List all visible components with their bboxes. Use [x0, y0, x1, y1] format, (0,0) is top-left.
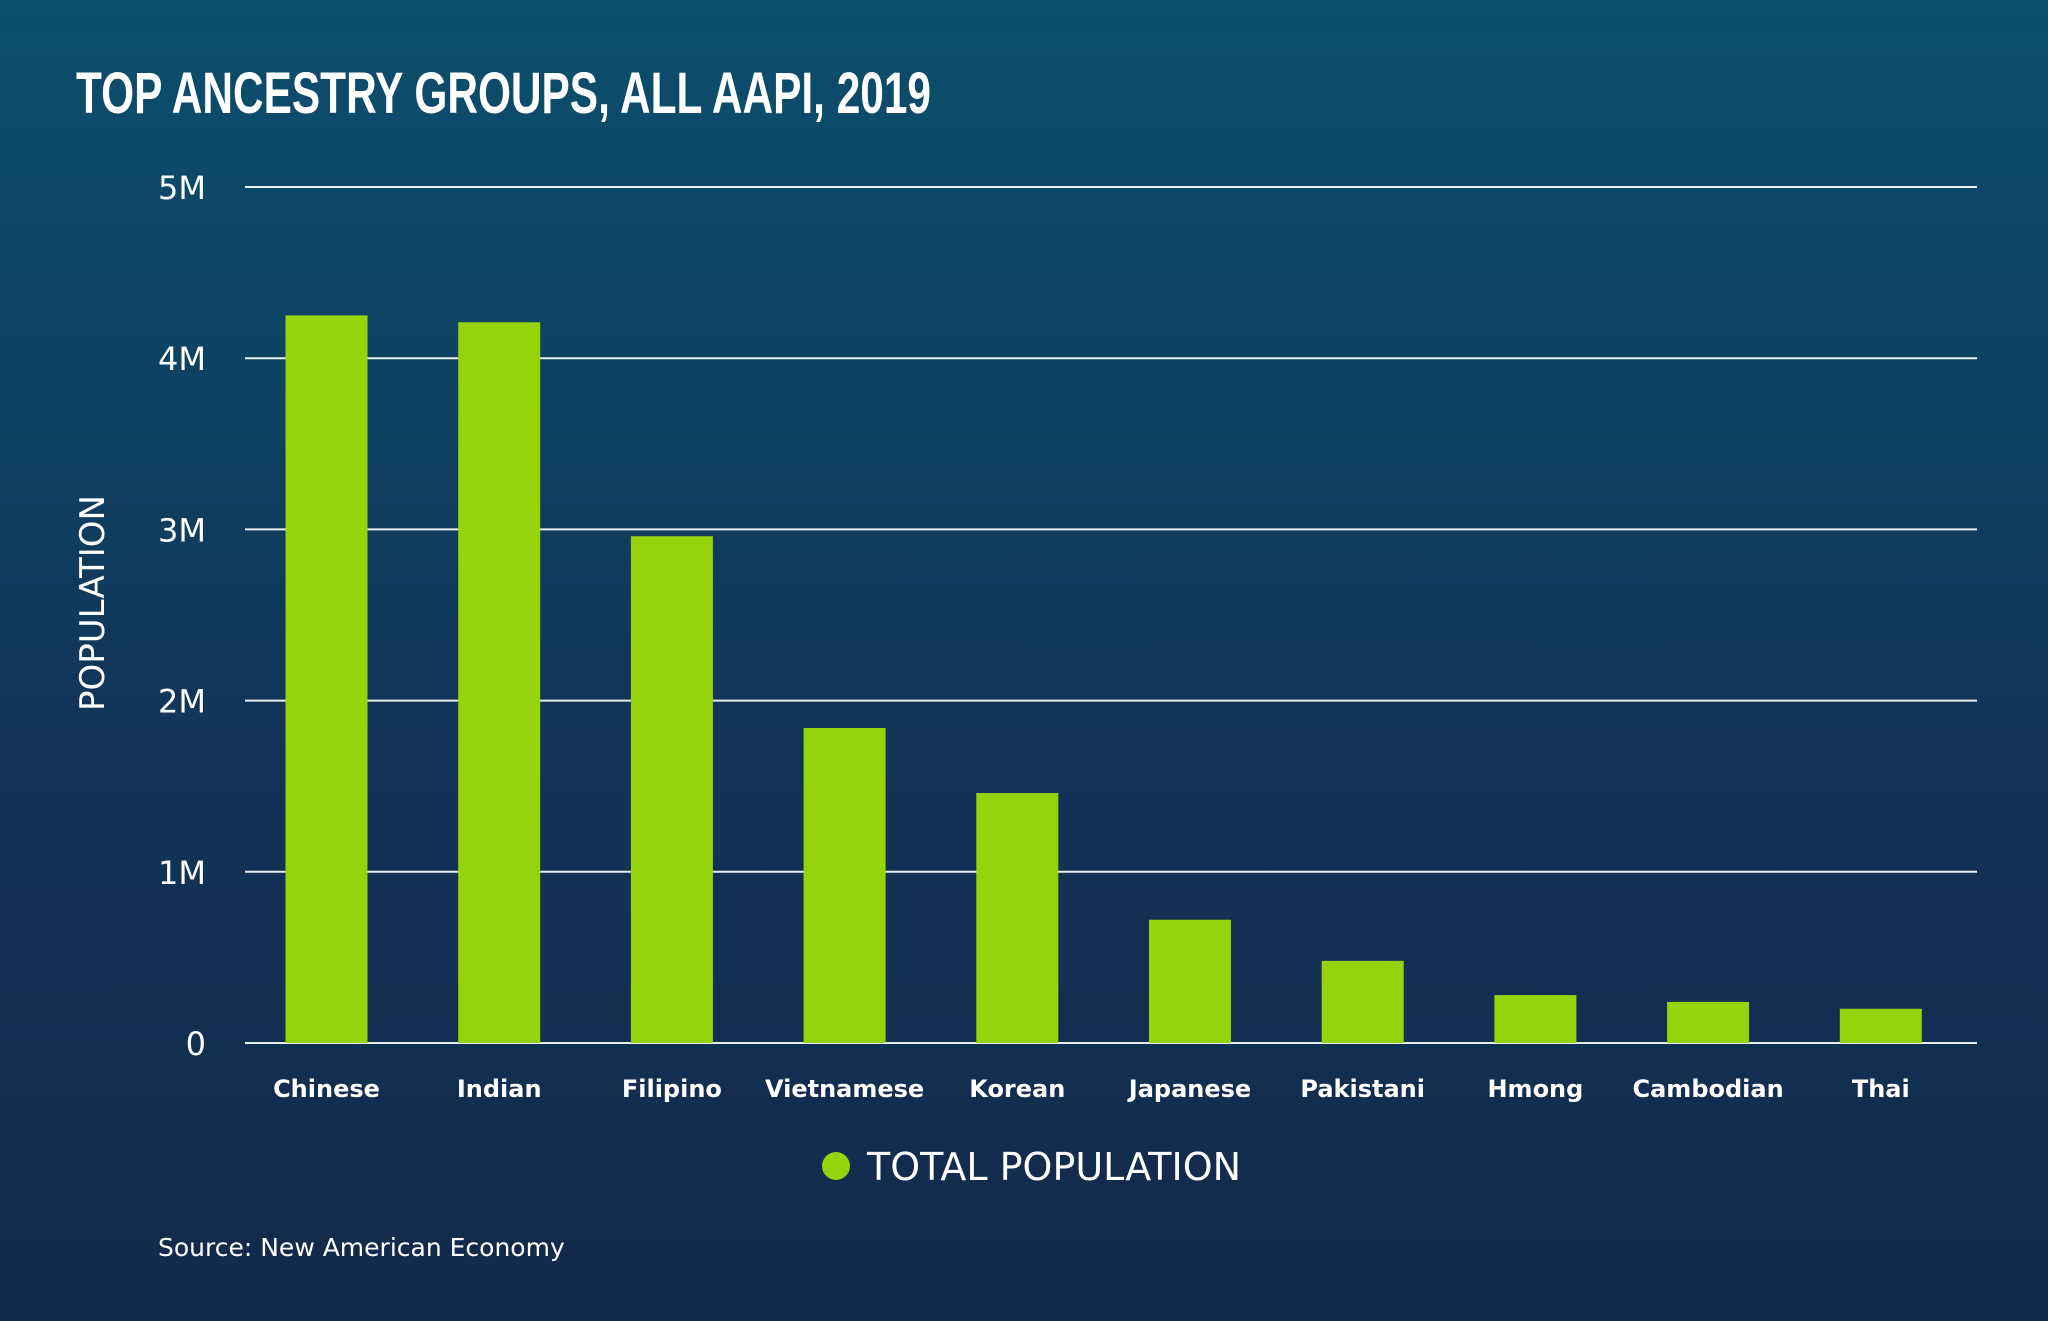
- x-tick-label: Thai: [1852, 1075, 1910, 1103]
- x-axis-labels: Chinese Indian Filipino Vietnamese Korean Jap…: [273, 1075, 1910, 1103]
- bar-thai: [1839, 1008, 1922, 1043]
- x-tick-label: Vietnamese: [765, 1075, 924, 1103]
- bar-indian: [458, 322, 541, 1043]
- bar-pakistani: [1321, 960, 1404, 1043]
- x-tick-label: Indian: [457, 1075, 542, 1103]
- x-tick-label: Cambodian: [1633, 1075, 1784, 1103]
- chart-title: TOP ANCESTRY GROUPS, ALL AAPI, 2019: [76, 61, 931, 126]
- x-tick-label: Korean: [969, 1075, 1065, 1103]
- y-axis-label: POPULATION: [73, 495, 113, 711]
- bar-hmong: [1494, 995, 1577, 1043]
- y-tick-label: 2M: [158, 683, 206, 721]
- y-tick-label: 0: [186, 1025, 206, 1063]
- bars: [285, 315, 1922, 1043]
- x-tick-label: Pakistani: [1300, 1075, 1425, 1103]
- bar-vietnamese: [803, 727, 886, 1043]
- x-tick-label: Japanese: [1127, 1075, 1251, 1103]
- legend: TOTAL POPULATION: [822, 1145, 1241, 1189]
- bar-cambodian: [1667, 1001, 1750, 1043]
- y-tick-label: 3M: [158, 511, 206, 549]
- bar-chinese: [285, 315, 368, 1043]
- source-note: Source: New American Economy: [158, 1233, 565, 1262]
- bar-korean: [976, 793, 1059, 1043]
- y-axis-ticks: 0 1M 2M 3M 4M 5M: [158, 169, 206, 1063]
- x-tick-label: Hmong: [1487, 1075, 1583, 1103]
- x-tick-label: Chinese: [273, 1075, 380, 1103]
- y-tick-label: 1M: [158, 854, 206, 892]
- bar-filipino: [630, 536, 713, 1043]
- y-tick-label: 5M: [158, 169, 206, 207]
- y-tick-label: 4M: [158, 340, 206, 378]
- bar-japanese: [1149, 919, 1231, 1043]
- legend-label: TOTAL POPULATION: [866, 1145, 1241, 1189]
- legend-marker: [822, 1152, 850, 1180]
- x-tick-label: Filipino: [622, 1075, 722, 1103]
